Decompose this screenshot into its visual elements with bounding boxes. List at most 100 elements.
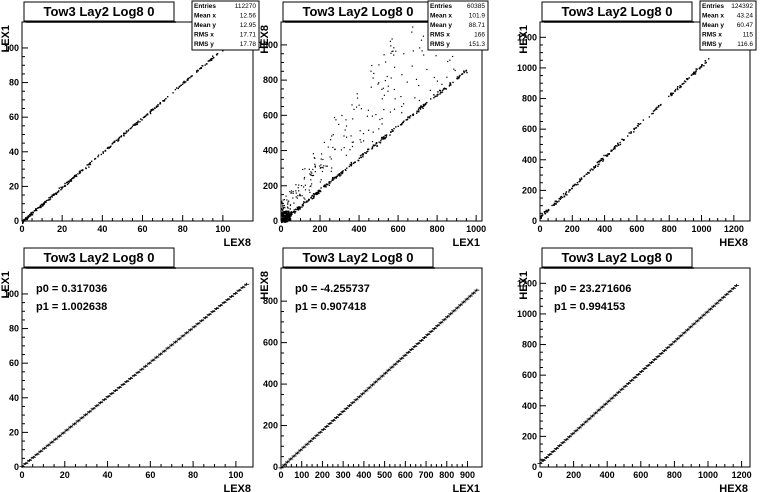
data-point <box>282 214 285 217</box>
stats-value: 112270 <box>235 3 257 10</box>
data-point <box>418 85 420 87</box>
data-point <box>436 80 438 82</box>
data-point <box>323 141 325 143</box>
data-point <box>587 171 589 174</box>
data-point <box>35 209 37 211</box>
x-tick-label: 80 <box>188 470 198 480</box>
y-axis-label: HEX1 <box>518 25 530 54</box>
y-tick-label: 80 <box>9 324 19 334</box>
data-point <box>677 88 679 91</box>
data-point <box>69 179 72 181</box>
y-axis: 0 200 400 600 800 1000 1200 <box>517 32 546 226</box>
data-point <box>560 197 562 199</box>
data-point <box>688 77 690 79</box>
data-point <box>452 81 454 84</box>
data-point <box>668 95 670 98</box>
title-box: Tow3 Lay2 Log8 0 <box>282 247 435 269</box>
stats-key: Mean y <box>702 22 724 29</box>
data-point <box>89 163 92 166</box>
data-point <box>345 154 347 156</box>
data-point <box>130 127 133 129</box>
data-point <box>146 113 149 116</box>
data-point <box>100 153 102 156</box>
data-point <box>281 202 283 204</box>
data-point <box>36 209 38 212</box>
data-point <box>670 92 672 94</box>
data-point <box>332 134 334 136</box>
y-tick-label: 0 <box>532 462 537 472</box>
data-point <box>125 130 128 132</box>
stats-value: 116.6 <box>737 41 753 48</box>
data-point <box>320 187 322 189</box>
data-point <box>296 197 298 199</box>
y-axis-label: HEX1 <box>518 271 530 300</box>
data-point <box>291 213 293 216</box>
data-point <box>411 65 413 67</box>
data-point <box>31 214 34 216</box>
y-tick-label: 200 <box>522 431 537 441</box>
data-point <box>48 199 50 201</box>
data-point <box>562 193 565 195</box>
data-point <box>385 61 387 63</box>
data-point <box>315 191 317 194</box>
data-point <box>302 205 304 207</box>
data-point <box>595 164 597 167</box>
data-point <box>368 129 370 131</box>
stats-value: 43.24 <box>737 13 754 20</box>
data-point <box>335 176 337 178</box>
data-point <box>330 170 332 172</box>
data-point <box>362 154 364 156</box>
data-point <box>304 184 306 186</box>
data-point <box>701 64 703 66</box>
stats-key: RMS y <box>430 41 450 48</box>
data-point <box>695 70 697 72</box>
data-point <box>540 216 542 218</box>
data-point <box>312 197 315 199</box>
data-point <box>384 137 386 140</box>
data-point <box>458 75 461 77</box>
data-point <box>287 211 290 214</box>
data-point <box>67 182 70 185</box>
data-point <box>208 60 210 62</box>
data-point <box>544 213 547 215</box>
data-point <box>559 196 562 198</box>
data-point <box>350 161 352 164</box>
data-point <box>419 47 421 49</box>
data-point <box>107 146 109 149</box>
data-point <box>283 199 286 201</box>
data-point <box>572 185 574 188</box>
y-tick-label: 0 <box>14 216 19 226</box>
data-point <box>328 184 330 186</box>
data-point <box>382 87 384 89</box>
data-point <box>319 189 321 192</box>
data-point <box>281 218 284 221</box>
data-point <box>53 193 56 195</box>
data-point <box>310 171 312 173</box>
data-point <box>317 191 319 194</box>
data-point <box>299 193 301 195</box>
data-point <box>437 94 439 96</box>
data-point <box>617 144 620 146</box>
data-point <box>97 154 100 156</box>
data-point <box>28 214 31 216</box>
data-point <box>210 59 213 61</box>
data-point <box>418 99 420 102</box>
data-point <box>442 89 444 91</box>
data-point <box>178 86 180 88</box>
stats-value: 60385 <box>467 3 485 10</box>
data-point <box>287 207 289 209</box>
data-marks <box>278 288 480 470</box>
data-point <box>331 167 333 169</box>
data-point <box>365 152 367 154</box>
x-tick-label: 600 <box>629 224 644 234</box>
data-point <box>41 205 44 207</box>
data-point <box>423 54 425 56</box>
data-point <box>543 211 546 213</box>
data-point <box>281 209 284 211</box>
data-point <box>312 175 314 177</box>
data-point <box>196 70 198 72</box>
data-point <box>150 110 152 112</box>
data-point <box>368 148 370 150</box>
data-point <box>452 55 454 58</box>
